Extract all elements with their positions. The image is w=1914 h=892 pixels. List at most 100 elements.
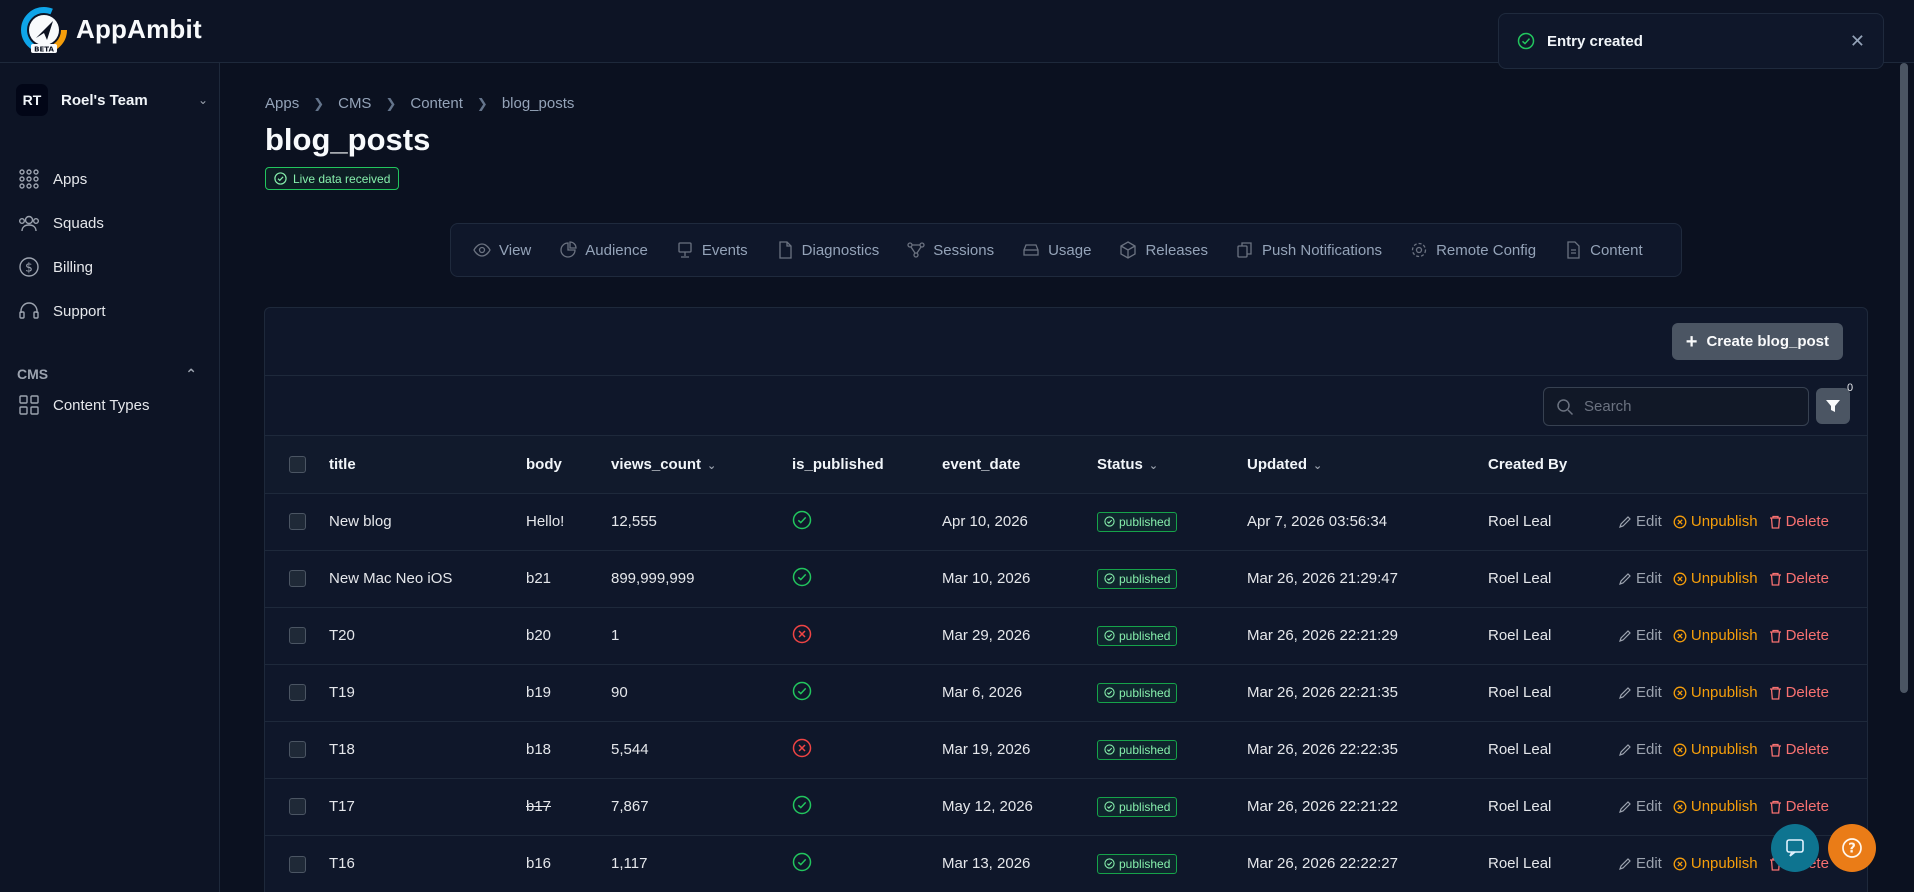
cell-updated: Mar 26, 2026 22:21:22: [1247, 798, 1398, 815]
filter-button[interactable]: [1816, 388, 1850, 424]
sidebar-item-billing[interactable]: $ Billing: [18, 255, 93, 279]
tab-events[interactable]: Events: [676, 241, 748, 259]
filter-icon: [1826, 400, 1840, 412]
header-status[interactable]: Status ⌄: [1097, 436, 1247, 493]
chevron-right-icon: ❯: [313, 95, 325, 111]
unpublish-button[interactable]: Unpublish: [1673, 798, 1758, 815]
team-name: Roel's Team: [61, 91, 148, 109]
toast-message: Entry created: [1547, 32, 1643, 50]
delete-button[interactable]: Delete: [1769, 741, 1829, 758]
cell-event-date: Mar 6, 2026: [942, 684, 1023, 701]
row-checkbox[interactable]: [288, 741, 306, 759]
cell-event-date: May 12, 2026: [942, 798, 1033, 815]
edit-label: Edit: [1636, 798, 1662, 815]
cell-created-by: Roel Leal: [1488, 855, 1552, 873]
sidebar-item-label: Squads: [53, 214, 104, 232]
cell-is-published: [792, 778, 942, 835]
cell-created-by: Roel Leal: [1488, 627, 1552, 644]
gear-icon: [1411, 242, 1427, 258]
cell-body: b17: [526, 798, 552, 815]
tab-remote-config[interactable]: Remote Config: [1410, 241, 1536, 259]
table-row[interactable]: New Mac Neo iOS b21 899,999,999 Mar 10, …: [265, 550, 1867, 607]
delete-button[interactable]: Delete: [1769, 513, 1829, 530]
breadcrumb-current: blog_posts: [501, 95, 575, 112]
pencil-icon: [1619, 857, 1631, 870]
edit-button[interactable]: Edit: [1618, 570, 1662, 587]
check-circle-icon: [1104, 801, 1115, 812]
sidebar-item-squads[interactable]: Squads: [18, 211, 104, 235]
status-label: published: [1119, 799, 1171, 814]
tab-sessions[interactable]: Sessions: [907, 241, 994, 259]
close-icon[interactable]: ✕: [1849, 30, 1865, 51]
chat-button[interactable]: [1771, 824, 1819, 872]
tab-view[interactable]: View: [473, 241, 531, 259]
sidebar-item-apps[interactable]: Apps: [18, 167, 87, 191]
delete-label: Delete: [1785, 798, 1829, 815]
tab-push-notifications[interactable]: Push Notifications: [1236, 241, 1382, 259]
live-badge-label: Live data received: [293, 171, 391, 186]
unpublish-button[interactable]: Unpublish: [1673, 855, 1758, 872]
delete-button[interactable]: Delete: [1769, 570, 1829, 587]
delete-button[interactable]: Delete: [1769, 684, 1829, 701]
breadcrumb-apps[interactable]: Apps: [265, 95, 300, 112]
table-row[interactable]: T20 b20 1 Mar 29, 2026 published Mar 26,…: [265, 607, 1867, 664]
cell-created-by: Roel Leal: [1488, 684, 1552, 701]
header-updated[interactable]: Updated ⌄: [1247, 436, 1488, 493]
edit-button[interactable]: Edit: [1618, 855, 1662, 872]
row-checkbox[interactable]: [288, 513, 306, 531]
tab-content[interactable]: Content: [1564, 241, 1643, 259]
page-scrollbar[interactable]: [1900, 63, 1908, 693]
delete-button[interactable]: Delete: [1769, 627, 1829, 644]
unpublish-button[interactable]: Unpublish: [1673, 684, 1758, 701]
unpublish-button[interactable]: Unpublish: [1673, 627, 1758, 644]
header-views-count[interactable]: views_count ⌄: [611, 436, 792, 493]
cms-section-toggle[interactable]: CMS ⌃: [17, 366, 197, 383]
tab-label: Push Notifications: [1262, 241, 1383, 259]
help-button[interactable]: ?: [1828, 824, 1876, 872]
squares-icon: [19, 395, 39, 415]
breadcrumb-content[interactable]: Content: [410, 95, 463, 112]
tab-releases[interactable]: Releases: [1119, 241, 1208, 259]
cell-event-date: Mar 29, 2026: [942, 627, 1031, 644]
table-row[interactable]: T16 b16 1,117 Mar 13, 2026 published Mar…: [265, 835, 1867, 892]
copy-icon: [1237, 242, 1252, 258]
breadcrumb-cms[interactable]: CMS: [338, 95, 372, 112]
edit-button[interactable]: Edit: [1618, 798, 1662, 815]
tab-usage[interactable]: Usage: [1022, 241, 1091, 259]
unpublish-button[interactable]: Unpublish: [1673, 570, 1758, 587]
pencil-icon: [1619, 629, 1631, 642]
row-checkbox[interactable]: [288, 627, 306, 645]
table-row[interactable]: T18 b18 5,544 Mar 19, 2026 published Mar…: [265, 721, 1867, 778]
table-row[interactable]: T19 b19 90 Mar 6, 2026 published Mar 26,…: [265, 664, 1867, 721]
delete-button[interactable]: Delete: [1769, 798, 1829, 815]
sidebar-item-support[interactable]: Support: [18, 299, 106, 323]
sidebar-item-content-types[interactable]: Content Types: [18, 393, 149, 417]
trash-icon: [1769, 743, 1781, 757]
edit-button[interactable]: Edit: [1618, 627, 1662, 644]
edit-button[interactable]: Edit: [1618, 741, 1662, 758]
table-row[interactable]: New blog Hello! 12,555 Apr 10, 2026 publ…: [265, 493, 1867, 550]
tab-diagnostics[interactable]: Diagnostics: [776, 241, 879, 259]
toast-notification: Entry created ✕: [1498, 13, 1884, 69]
row-checkbox[interactable]: [288, 855, 306, 873]
edit-button[interactable]: Edit: [1618, 513, 1662, 530]
cell-title: New blog: [329, 513, 392, 530]
appambit-logo-icon[interactable]: BETA: [20, 6, 70, 54]
cell-status: published: [1097, 778, 1247, 835]
tab-label: View: [499, 241, 532, 259]
row-checkbox[interactable]: [288, 798, 306, 816]
select-all-checkbox[interactable]: [288, 456, 306, 474]
row-checkbox[interactable]: [288, 684, 306, 702]
sidebar-item-label: Apps: [53, 170, 88, 188]
unpublish-button[interactable]: Unpublish: [1673, 741, 1758, 758]
table-row[interactable]: T17 b17 7,867 May 12, 2026 published Mar…: [265, 778, 1867, 835]
delete-label: Delete: [1785, 741, 1829, 758]
cell-event-date: Apr 10, 2026: [942, 513, 1028, 530]
tab-audience[interactable]: Audience: [559, 241, 648, 259]
unpublish-button[interactable]: Unpublish: [1673, 513, 1758, 530]
search-input[interactable]: [1584, 398, 1784, 415]
edit-button[interactable]: Edit: [1618, 684, 1662, 701]
team-switcher[interactable]: RT Roel's Team ⌄: [16, 83, 212, 117]
create-entry-button[interactable]: + Create blog_post: [1671, 323, 1843, 360]
row-checkbox[interactable]: [288, 570, 306, 588]
